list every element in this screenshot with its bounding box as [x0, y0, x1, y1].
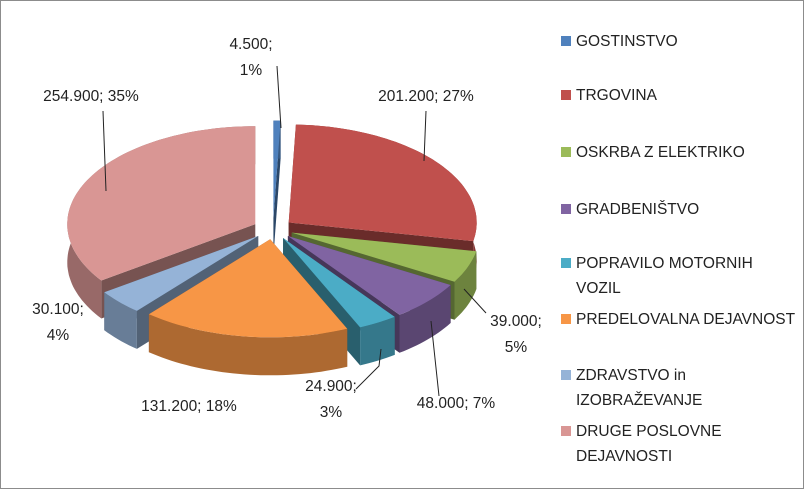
slice-side: [399, 285, 451, 353]
data-label-line: 3%: [320, 404, 343, 421]
slice: [67, 126, 256, 281]
legend-swatch: [561, 426, 571, 436]
data-label: 24.900; 3%: [305, 378, 357, 421]
slice-side: [148, 314, 348, 376]
legend-label: POPRAVILO MOTORNIH VOZIL: [576, 255, 753, 297]
legend-label: DRUGE POSLOVNE DEJAVNOSTI: [576, 423, 722, 465]
data-label: 131.200; 18%: [141, 398, 237, 415]
slice: [273, 120, 281, 219]
data-label: 254.900; 35%: [43, 88, 139, 105]
slice: [291, 232, 477, 282]
legend-swatch: [561, 36, 571, 46]
slice-side: [104, 292, 137, 349]
leader-line: [430, 320, 440, 397]
leader-line: [276, 65, 282, 129]
legend-swatch: [561, 314, 571, 324]
slice: [287, 236, 451, 315]
slice: [104, 236, 259, 311]
legend-label: TRGOVINA: [576, 87, 657, 104]
slice-side: [360, 316, 395, 366]
legend-swatch: [561, 90, 571, 100]
legend-label: PREDELOVALNA DEJAVNOST: [576, 311, 796, 328]
data-label: 39.000; 5%: [490, 313, 542, 356]
leader-line: [355, 348, 382, 390]
legend-label: GRADBENIŠTVO: [576, 201, 700, 218]
slice: [148, 239, 348, 338]
data-label-line: 5%: [505, 339, 528, 356]
slice: [283, 238, 395, 328]
slice-side: [454, 251, 477, 320]
leader-line: [423, 110, 427, 162]
data-label-line: 1%: [240, 62, 263, 79]
leader-line: [102, 110, 107, 192]
legend-swatch: [561, 204, 571, 214]
data-label-line: 4%: [47, 327, 70, 344]
legend-swatch: [561, 147, 571, 157]
data-label: 4.500; 1%: [229, 36, 272, 79]
data-label-line: 30.100;: [32, 301, 84, 318]
legend-swatch: [561, 370, 571, 380]
data-label-line: 4.500;: [229, 36, 272, 53]
legend-label: OSKRBA Z ELEKTRIKO: [576, 144, 745, 161]
data-label-line: 39.000;: [490, 313, 542, 330]
data-label-line: 24.900;: [305, 378, 357, 395]
data-label: 201.200; 27%: [378, 88, 474, 105]
legend-label: GOSTINSTVO: [576, 33, 678, 50]
slice: [288, 124, 477, 242]
legend-label: ZDRAVSTVO in IZOBRAŽEVANJE: [576, 367, 703, 409]
legend-swatch: [561, 258, 571, 268]
data-label: 48.000; 7%: [417, 395, 496, 412]
leader-line: [463, 288, 487, 314]
data-label: 30.100; 4%: [32, 301, 84, 344]
